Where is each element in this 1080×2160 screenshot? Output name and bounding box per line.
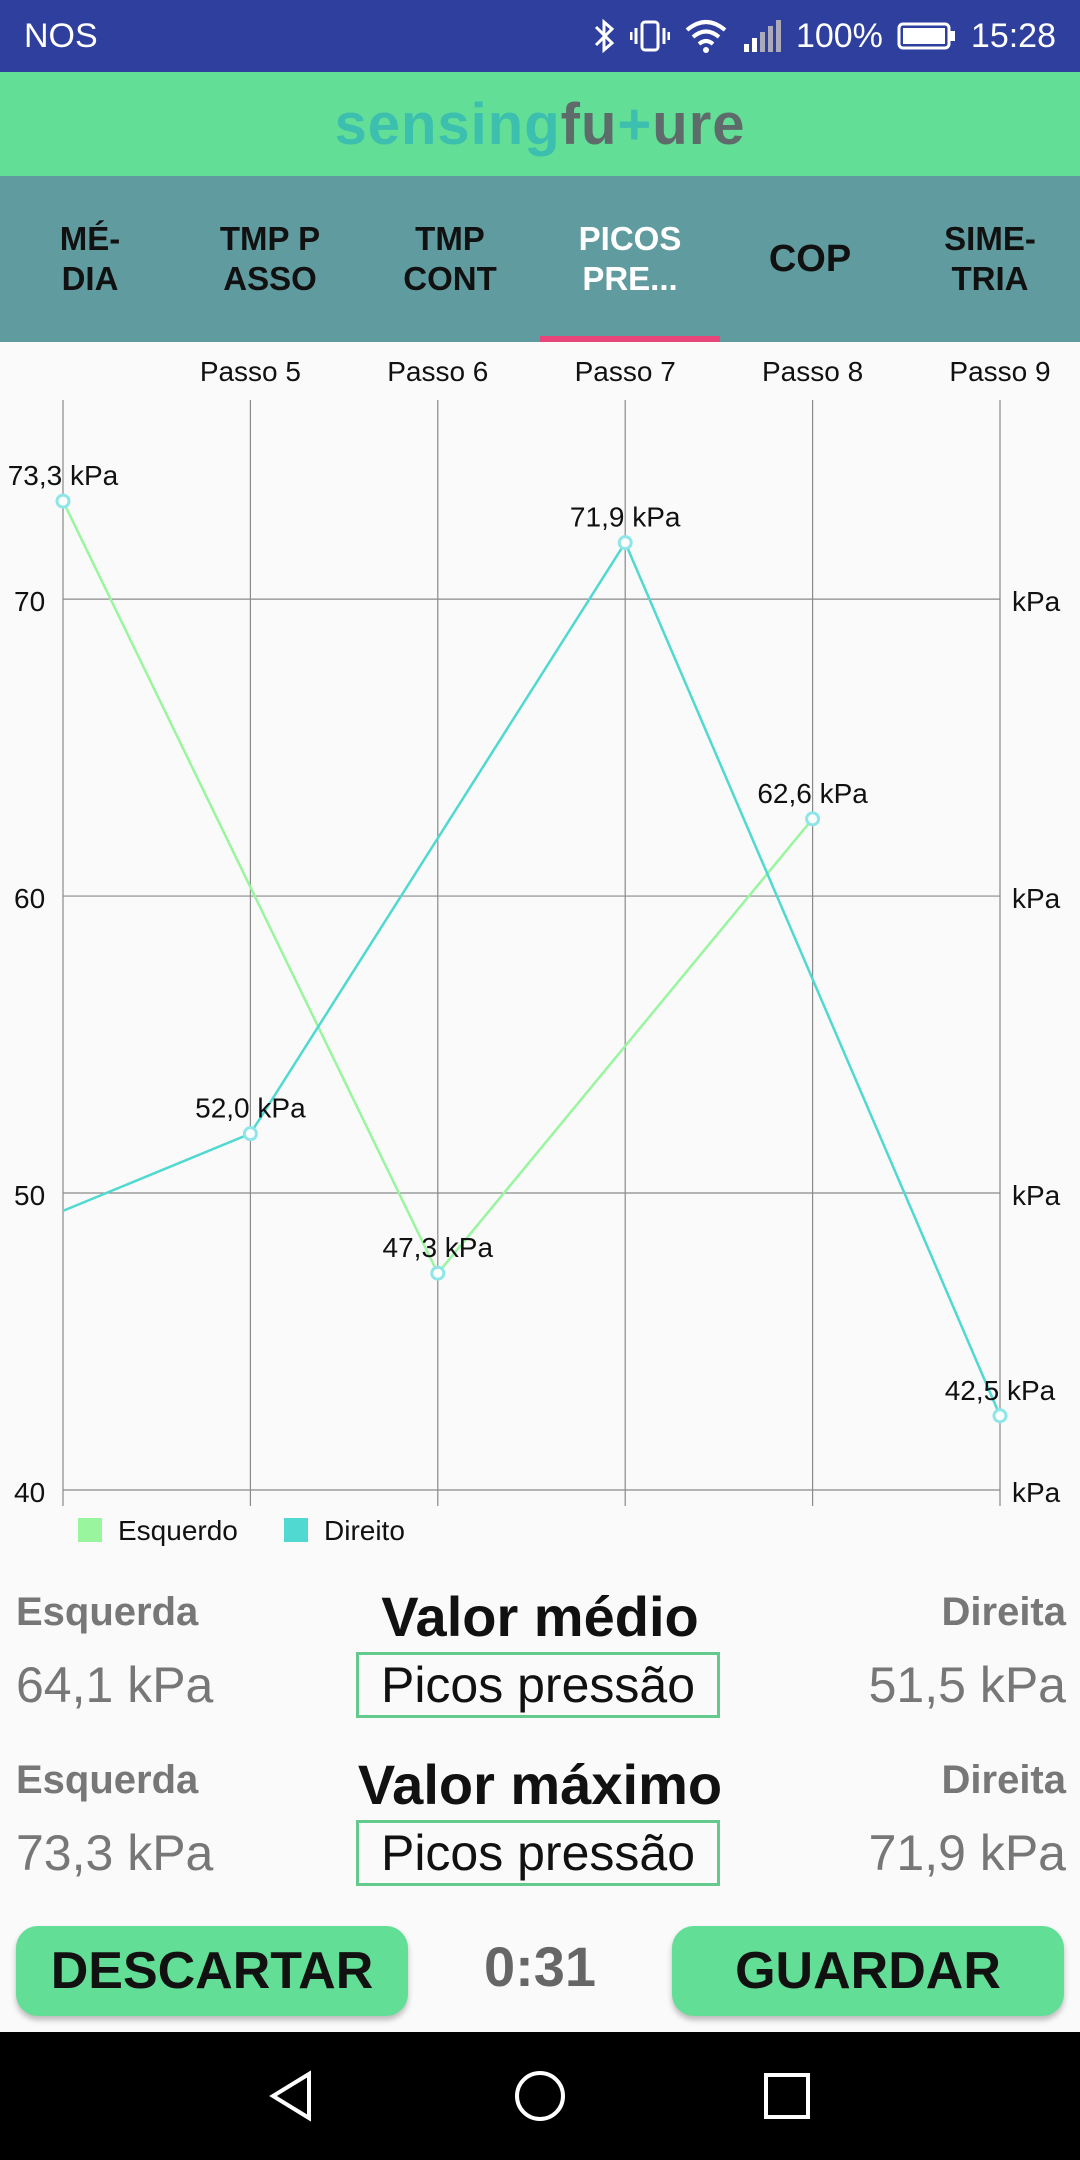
tab-cop[interactable]: COP xyxy=(768,238,852,280)
data-point xyxy=(55,493,71,509)
nav-back-button[interactable] xyxy=(243,2046,343,2146)
legend-swatch xyxy=(78,1518,102,1542)
save-button[interactable]: GUARDAR xyxy=(672,1926,1064,2016)
avg-left-value: 64,1 kPa xyxy=(16,1657,214,1713)
x-category-label: Passo 7 xyxy=(575,356,676,387)
tab-simetria[interactable]: SIME- TRIA xyxy=(944,220,1036,297)
series-line-direito xyxy=(62,539,1002,1417)
tab-media[interactable]: MÉ- DIA xyxy=(59,220,121,297)
data-label: 47,3 kPa xyxy=(383,1232,494,1263)
clock: 15:28 xyxy=(970,16,1056,55)
data-point xyxy=(430,1265,446,1281)
vibrate-icon xyxy=(629,20,670,52)
avg-right-label: Direita xyxy=(941,1590,1067,1634)
status-bar: NOS 100% 15:28 xyxy=(0,0,1080,72)
back-triangle-icon xyxy=(269,2070,312,2122)
session-timer: 0:31 xyxy=(483,1935,597,1998)
data-label: 52,0 kPa xyxy=(195,1093,306,1124)
avg-metric-box[interactable]: Picos pressão xyxy=(356,1652,720,1718)
x-category-label: Passo 5 xyxy=(200,356,301,387)
max-left-label: Esquerda xyxy=(16,1758,199,1802)
carrier-name: NOS xyxy=(24,16,98,55)
x-category-label: Passo 6 xyxy=(387,356,488,387)
max-title: Valor máximo xyxy=(357,1753,723,1816)
max-right-value: 71,9 kPa xyxy=(868,1825,1066,1881)
y-tick-label: 50 xyxy=(14,1180,45,1211)
system-nav-bar xyxy=(0,2032,1080,2160)
wifi-icon xyxy=(685,20,727,53)
legend-entry: Direito xyxy=(324,1515,405,1546)
home-circle-icon xyxy=(514,2071,565,2121)
tab-tempo-contacto[interactable]: TMP CONT xyxy=(403,220,497,297)
average-row: Esquerda 64,1 kPa Valor médio Picos pres… xyxy=(0,1585,1080,1750)
pressure-peaks-chart: 40 kPa 50 kPa 60 kPa 70 kPa Passo 5 Passo 6 Passo … xyxy=(0,342,1080,1552)
app-logo: sensingfu+ure xyxy=(334,91,746,157)
y-tick-label: 70 xyxy=(14,586,45,617)
legend-swatch xyxy=(284,1518,308,1542)
right-axis-unit-label: kPa xyxy=(1012,1477,1061,1508)
right-axis-unit-label: kPa xyxy=(1012,586,1061,617)
bluetooth-icon xyxy=(594,18,615,54)
data-point xyxy=(242,1126,258,1142)
avg-title: Valor médio xyxy=(381,1585,699,1648)
nav-home-button[interactable] xyxy=(490,2046,590,2146)
recents-square-icon xyxy=(763,2073,810,2119)
nav-recents-button[interactable] xyxy=(737,2046,837,2146)
app-bar: sensingfu+ure xyxy=(0,72,1080,176)
y-tick-label: 60 xyxy=(14,883,45,914)
maximum-row: Esquerda 73,3 kPa Valor máximo Picos pre… xyxy=(0,1753,1080,1918)
avg-right-value: 51,5 kPa xyxy=(868,1657,1066,1713)
data-label: 71,9 kPa xyxy=(570,502,681,533)
max-metric-box[interactable]: Picos pressão xyxy=(356,1820,720,1886)
tab-tempo-passo[interactable]: TMP P ASSO xyxy=(219,220,321,297)
data-point xyxy=(992,1408,1008,1424)
data-label: 62,6 kPa xyxy=(757,778,868,809)
max-left-value: 73,3 kPa xyxy=(16,1825,214,1881)
data-point xyxy=(805,811,821,827)
data-point xyxy=(617,535,633,551)
legend-entry: Esquerdo xyxy=(118,1515,238,1546)
battery-icon xyxy=(897,22,955,50)
avg-left-label: Esquerda xyxy=(16,1590,199,1634)
y-tick-label: 40 xyxy=(14,1477,45,1508)
right-axis-unit-label: kPa xyxy=(1012,1180,1061,1211)
chart-svg: 40 kPa 50 kPa 60 kPa 70 kPa Passo 5 Passo 6 Passo … xyxy=(8,356,1061,1546)
data-label: 42,5 kPa xyxy=(945,1375,1056,1406)
discard-button[interactable]: DESCARTAR xyxy=(16,1926,408,2016)
tab-bar: MÉ- DIA TMP P ASSO TMP CONT PICOS PRE...… xyxy=(0,176,1080,342)
data-label: 73,3 kPa xyxy=(8,460,119,491)
max-right-label: Direita xyxy=(941,1758,1067,1802)
tab-picos-pressao[interactable]: PICOS PRE... xyxy=(540,176,720,342)
action-bar: DESCARTAR 0:31 GUARDAR xyxy=(0,1926,1080,2026)
x-category-label: Passo 9 xyxy=(949,356,1050,387)
signal-icon xyxy=(743,20,781,52)
battery-percent: 100% xyxy=(795,16,883,55)
x-category-label: Passo 8 xyxy=(762,356,863,387)
right-axis-unit-label: kPa xyxy=(1012,883,1061,914)
